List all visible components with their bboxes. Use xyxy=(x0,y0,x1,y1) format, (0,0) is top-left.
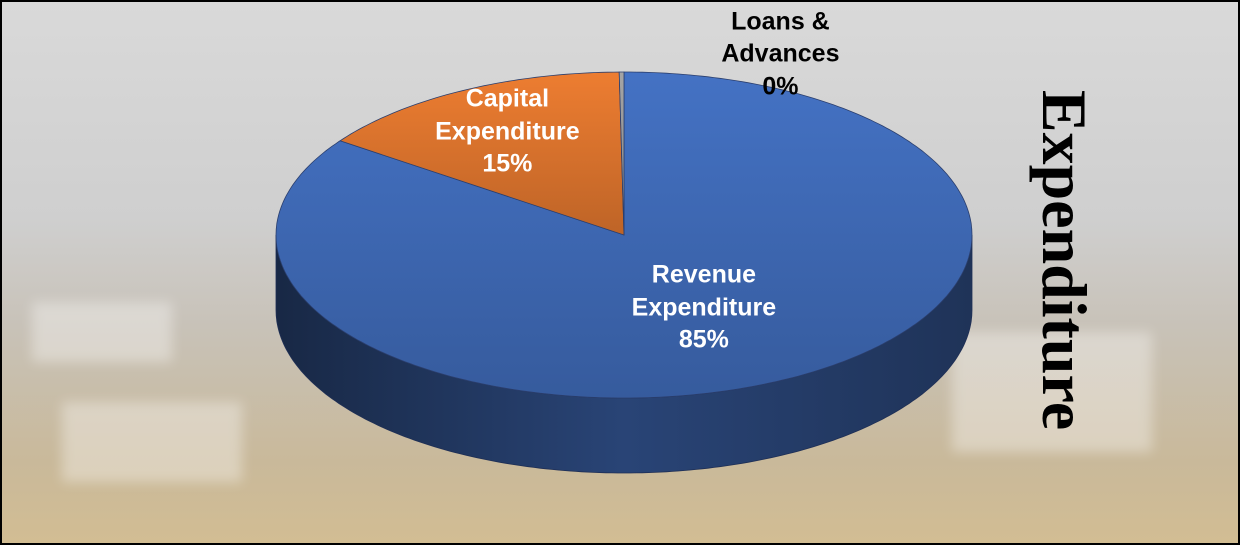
slide: Expenditure Revenue Expenditure85% Capita… xyxy=(0,0,1240,545)
category-label: Capital Expenditure xyxy=(407,82,607,147)
chart-title: Expenditure xyxy=(1027,90,1101,430)
category-label: Loans & Advances xyxy=(705,5,855,70)
value-label: 0% xyxy=(705,70,855,103)
value-label: 15% xyxy=(407,147,607,180)
category-label: Revenue Expenditure xyxy=(604,259,804,324)
value-label: 85% xyxy=(604,324,804,357)
